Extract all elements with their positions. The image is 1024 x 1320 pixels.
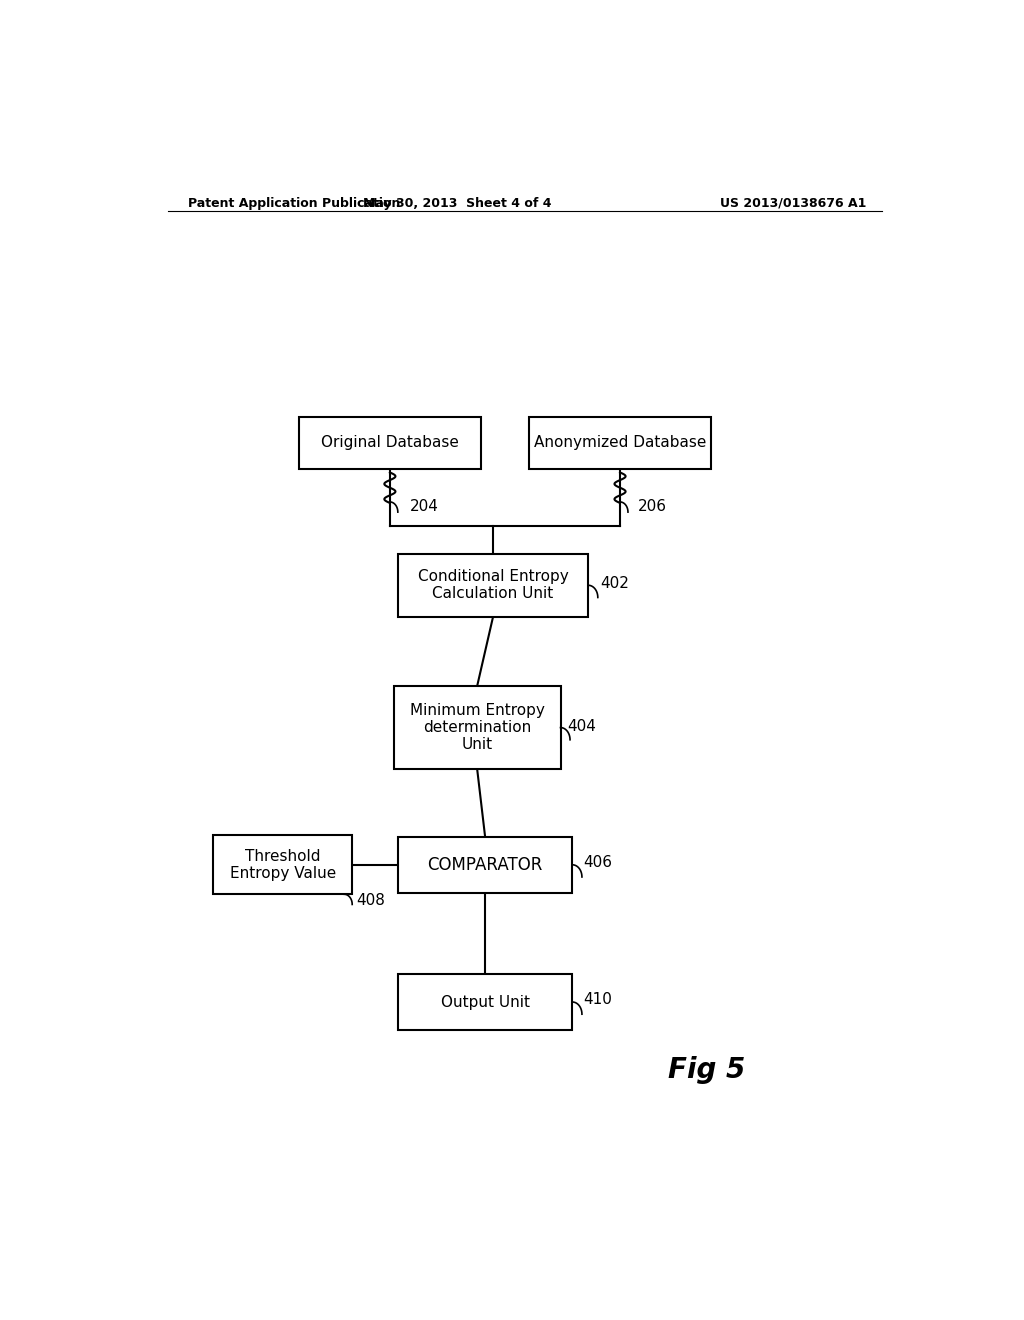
Text: 408: 408 (355, 892, 385, 908)
Text: May 30, 2013  Sheet 4 of 4: May 30, 2013 Sheet 4 of 4 (364, 197, 552, 210)
FancyBboxPatch shape (397, 554, 588, 616)
FancyBboxPatch shape (528, 417, 712, 470)
Text: US 2013/0138676 A1: US 2013/0138676 A1 (720, 197, 866, 210)
Text: 404: 404 (567, 719, 597, 734)
Text: Fig 5: Fig 5 (668, 1056, 744, 1084)
Text: 410: 410 (584, 993, 612, 1007)
Text: 406: 406 (584, 855, 612, 870)
Text: Threshold
Entropy Value: Threshold Entropy Value (229, 849, 336, 880)
Text: COMPARATOR: COMPARATOR (427, 855, 543, 874)
Text: Output Unit: Output Unit (440, 994, 529, 1010)
Text: 204: 204 (410, 499, 438, 513)
Text: 206: 206 (638, 499, 667, 513)
FancyBboxPatch shape (213, 836, 352, 894)
Text: Original Database: Original Database (321, 436, 459, 450)
Text: Patent Application Publication: Patent Application Publication (187, 197, 400, 210)
FancyBboxPatch shape (397, 837, 572, 892)
FancyBboxPatch shape (299, 417, 481, 470)
FancyBboxPatch shape (394, 686, 560, 770)
FancyBboxPatch shape (397, 974, 572, 1030)
Text: Conditional Entropy
Calculation Unit: Conditional Entropy Calculation Unit (418, 569, 568, 602)
Text: 402: 402 (600, 576, 629, 591)
Text: Minimum Entropy
determination
Unit: Minimum Entropy determination Unit (410, 702, 545, 752)
Text: Anonymized Database: Anonymized Database (534, 436, 707, 450)
